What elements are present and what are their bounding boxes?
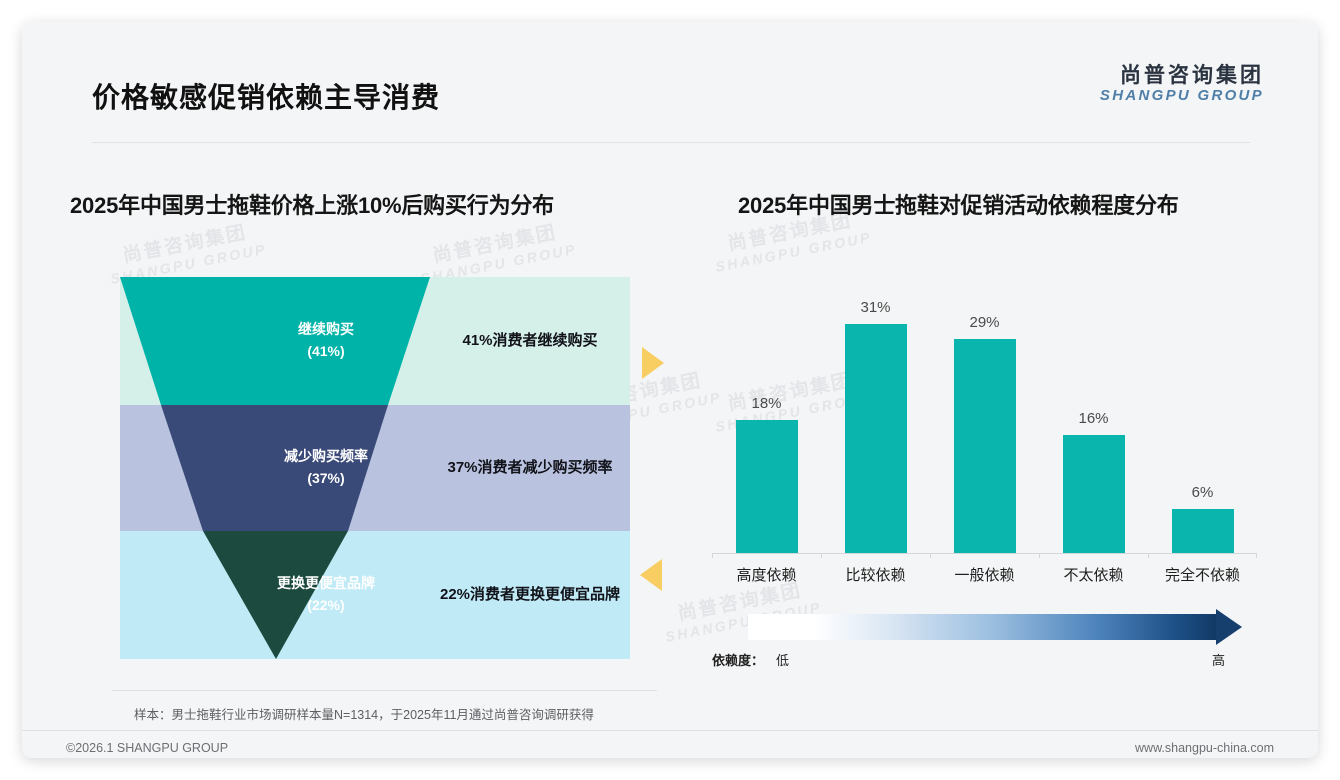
x-axis-category-label: 一般依赖 xyxy=(954,567,1015,584)
bar[interactable] xyxy=(1062,435,1125,553)
gradient-bar xyxy=(748,614,1216,640)
legend-high-label: 高 xyxy=(1212,653,1226,668)
bar-slot: 29% xyxy=(930,295,1039,553)
funnel-stage-description: 37%消费者减少购买频率 xyxy=(447,458,613,476)
bar-chart-plot: 18% 31% 29% 16% 6% xyxy=(712,272,1257,558)
slide-header: 价格敏感促销依赖主导消费 尚普咨询集团 SHANGPU GROUP xyxy=(22,22,1318,118)
funnel-stage-shape xyxy=(161,405,388,531)
funnel-stage[interactable]: 更换更便宜品牌 (22%) 22%消费者更换更便宜品牌 xyxy=(120,531,630,659)
x-axis-category-label: 完全不依赖 xyxy=(1164,567,1241,584)
website-link[interactable]: www.shangpu-china.com xyxy=(1135,741,1274,755)
brand-logo: 尚普咨询集团 SHANGPU GROUP xyxy=(1100,64,1264,104)
x-axis-tick xyxy=(712,553,713,558)
slide-card: 价格敏感促销依赖主导消费 尚普咨询集团 SHANGPU GROUP 尚普咨询集团… xyxy=(22,22,1318,758)
funnel-stage-shape xyxy=(203,531,348,659)
funnel-chart: 继续购买 (41%) 41%消费者继续购买 减少购买频率 (37%) 37%消费… xyxy=(120,277,630,659)
x-axis-tick xyxy=(1148,553,1149,558)
funnel-stage-description: 41%消费者继续购买 xyxy=(462,331,598,349)
bar-slot: 6% xyxy=(1148,295,1257,553)
bar[interactable] xyxy=(844,324,907,553)
funnel-stage-description: 22%消费者更换更便宜品牌 xyxy=(439,585,621,603)
funnel-stage[interactable]: 继续购买 (41%) 41%消费者继续购买 xyxy=(120,277,630,405)
sample-footnote: 样本：男士拖鞋行业市场调研样本量N=1314，于2025年11月通过尚普咨询调研… xyxy=(134,708,594,722)
header-divider xyxy=(92,142,1250,143)
bar-slot: 18% xyxy=(712,295,821,553)
dependency-gradient-legend: 依赖度： 低 高 xyxy=(712,609,1257,672)
funnel-stage[interactable]: 减少购买频率 (37%) 37%消费者减少购买频率 xyxy=(120,405,630,531)
logo-english-text: SHANGPU GROUP xyxy=(1099,86,1264,104)
bar-value-label: 29% xyxy=(969,314,1000,331)
bar-value-label: 16% xyxy=(1078,410,1109,427)
bar-value-label: 6% xyxy=(1191,484,1214,501)
copyright-text: ©2026.1 SHANGPU GROUP xyxy=(66,741,229,755)
bar[interactable] xyxy=(1171,509,1234,553)
logo-chinese-text: 尚普咨询集团 xyxy=(1120,64,1264,87)
bar[interactable] xyxy=(953,339,1016,553)
x-axis-tick xyxy=(1256,553,1257,558)
x-axis-line xyxy=(712,553,1257,554)
bar-slot: 16% xyxy=(1039,295,1148,553)
page-title: 价格敏感促销依赖主导消费 xyxy=(92,82,441,113)
x-axis-category-label: 高度依赖 xyxy=(736,567,797,584)
x-axis-category-label: 比较依赖 xyxy=(845,567,906,584)
arrow-head-icon xyxy=(1216,609,1242,645)
bar-value-label: 31% xyxy=(860,299,891,316)
triangle-right-icon xyxy=(642,347,664,379)
bar-chart: 18% 31% 29% 16% 6% 高度依赖 比较依赖 一般依赖 不太依赖 完全不依赖 xyxy=(712,272,1257,584)
funnel-stage-panel-bg xyxy=(120,531,630,659)
footer-divider xyxy=(22,730,1318,731)
bar-chart-title: 2025年中国男士拖鞋对促销活动依赖程度分布 xyxy=(738,193,1179,218)
bar-value-label: 18% xyxy=(751,395,782,412)
bar-slot: 31% xyxy=(821,295,930,553)
legend-caption: 依赖度： xyxy=(712,653,765,668)
triangle-left-icon xyxy=(640,559,662,591)
x-axis-tick xyxy=(930,553,931,558)
x-axis-tick xyxy=(821,553,822,558)
x-axis-category-label: 不太依赖 xyxy=(1063,567,1124,584)
footnote-divider xyxy=(112,690,657,691)
funnel-chart-title: 2025年中国男士拖鞋价格上涨10%后购买行为分布 xyxy=(70,193,554,218)
legend-low-label: 低 xyxy=(776,653,790,668)
bar[interactable] xyxy=(735,420,798,553)
funnel-stage-shape xyxy=(120,277,430,405)
x-axis-tick xyxy=(1039,553,1040,558)
